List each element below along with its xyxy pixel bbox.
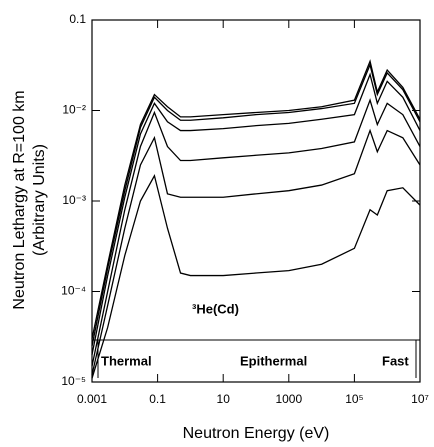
line-series (91, 98, 421, 367)
y-axis-label: Neutron Lethargy at R=100 km (11, 90, 28, 309)
y-tick-label: 10⁻² (62, 103, 86, 117)
x-tick-label: 10 (217, 392, 231, 406)
y-tick-label: 10⁻³ (62, 193, 86, 207)
x-tick-label: 10⁷ (411, 392, 429, 406)
plot-frame (91, 19, 421, 383)
line-series (91, 62, 421, 347)
x-tick-label: 1000 (275, 392, 302, 406)
annotation: Epithermal (240, 353, 307, 368)
line-series (91, 174, 421, 379)
line-series (91, 72, 421, 355)
y-tick-label: 10⁻⁴ (61, 284, 86, 298)
x-axis-label: Neutron Energy (eV) (183, 425, 330, 442)
annotation: ³He(Cd) (192, 301, 239, 316)
y-tick-label: 10⁻⁵ (61, 374, 86, 388)
y-tick-label: 0.1 (69, 12, 86, 26)
line-series (91, 128, 421, 375)
y-axis-label: (Arbitrary Units) (31, 144, 48, 256)
x-tick-label: 0.001 (77, 392, 107, 406)
x-tick-label: 0.1 (149, 392, 166, 406)
x-tick-label: 10⁵ (345, 392, 363, 406)
annotation: Fast (382, 353, 409, 368)
line-series (91, 59, 421, 339)
annotation: Thermal (101, 353, 152, 368)
